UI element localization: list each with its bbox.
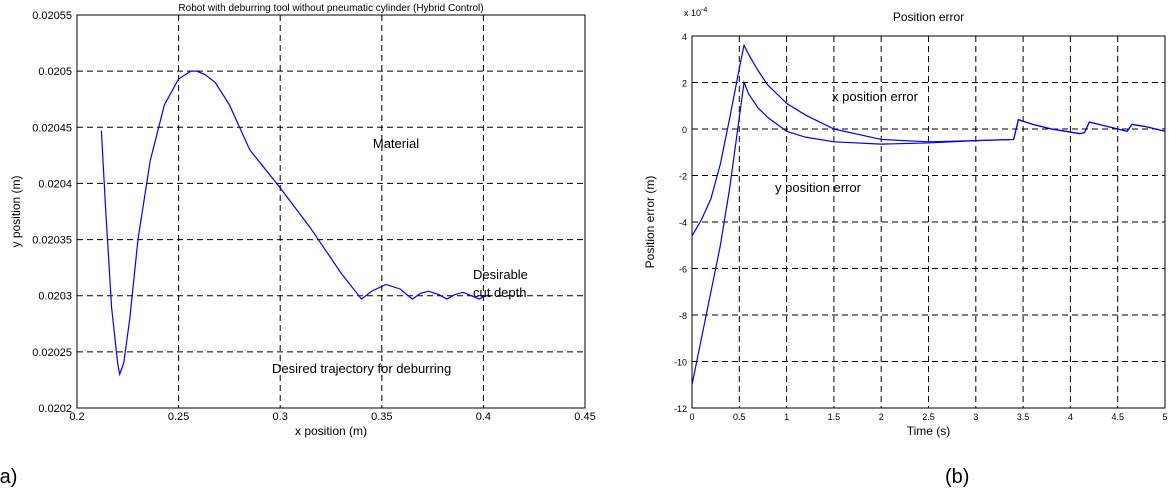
y-tick-label: -2: [679, 172, 687, 182]
annotation: x position error: [832, 89, 919, 104]
multiplier-exponent: -4: [701, 7, 707, 14]
data-line: [691, 80, 1166, 385]
y-tick-label: 0: [682, 125, 687, 135]
y-tick-label: 0.02055: [32, 10, 72, 22]
x-tick-label: 0.35: [371, 411, 392, 423]
x-tick-label: 0.2: [69, 411, 84, 423]
annotation: Material: [373, 136, 419, 151]
x-tick-label: 3.5: [1017, 412, 1030, 422]
annotation: y position error: [775, 180, 862, 195]
x-tick-label: 5: [1162, 412, 1167, 422]
chart-title: Position error: [893, 10, 964, 24]
y-tick-label: 0.0203: [38, 291, 72, 303]
y-tick-label: 0.02025: [32, 347, 72, 359]
x-tick-label: 0.4: [476, 411, 491, 423]
x-tick-label: 2.5: [922, 412, 935, 422]
y-tick-label: -4: [679, 218, 687, 228]
x-tick-label: 0: [689, 412, 694, 422]
panel-label: (a): [0, 466, 17, 488]
data-line: [100, 70, 492, 377]
x-tick-label: 2: [879, 412, 884, 422]
x-tick-label: 0.45: [574, 411, 595, 423]
y-axis-label: y position (m): [9, 175, 23, 247]
x-tick-label: 0.5: [733, 412, 746, 422]
annotation: Desirable: [473, 267, 528, 282]
x-tick-label: 4: [1068, 412, 1073, 422]
annotation: Desired trajectory for deburring: [272, 361, 451, 376]
y-tick-label: 4: [682, 32, 687, 42]
panel-label: (b): [945, 466, 969, 488]
x-tick-label: 1: [784, 412, 789, 422]
x-axis-label: Time (s): [907, 424, 951, 438]
y-tick-label: -8: [679, 311, 687, 321]
axis-multiplier: x 10-4: [684, 7, 707, 18]
x-tick-label: 1.5: [828, 412, 841, 422]
y-tick-label: -10: [674, 358, 687, 368]
x-tick-label: 0.3: [273, 411, 288, 423]
plot-area: [76, 14, 586, 409]
x-axis-label: x position (m): [295, 424, 367, 438]
x-tick-label: 3: [973, 412, 978, 422]
y-tick-label: 0.02035: [32, 235, 72, 247]
y-tick-label: -6: [679, 265, 687, 275]
y-tick-label: 0.0202: [38, 403, 72, 415]
chart-title: Robot with deburring tool without pneuma…: [178, 3, 483, 14]
x-tick-label: 0.25: [168, 411, 189, 423]
y-tick-label: 2: [682, 79, 687, 89]
y-tick-label: 0.0204: [38, 178, 72, 190]
x-tick-label: 4.5: [1111, 412, 1124, 422]
annotation: cut depth: [473, 285, 527, 300]
multiplier-base: x 10: [684, 8, 701, 18]
y-tick-label: -12: [674, 404, 687, 414]
y-tick-label: 0.02045: [32, 122, 72, 134]
y-axis-label: Position error (m): [643, 176, 657, 269]
y-tick-label: 0.0205: [38, 66, 72, 78]
